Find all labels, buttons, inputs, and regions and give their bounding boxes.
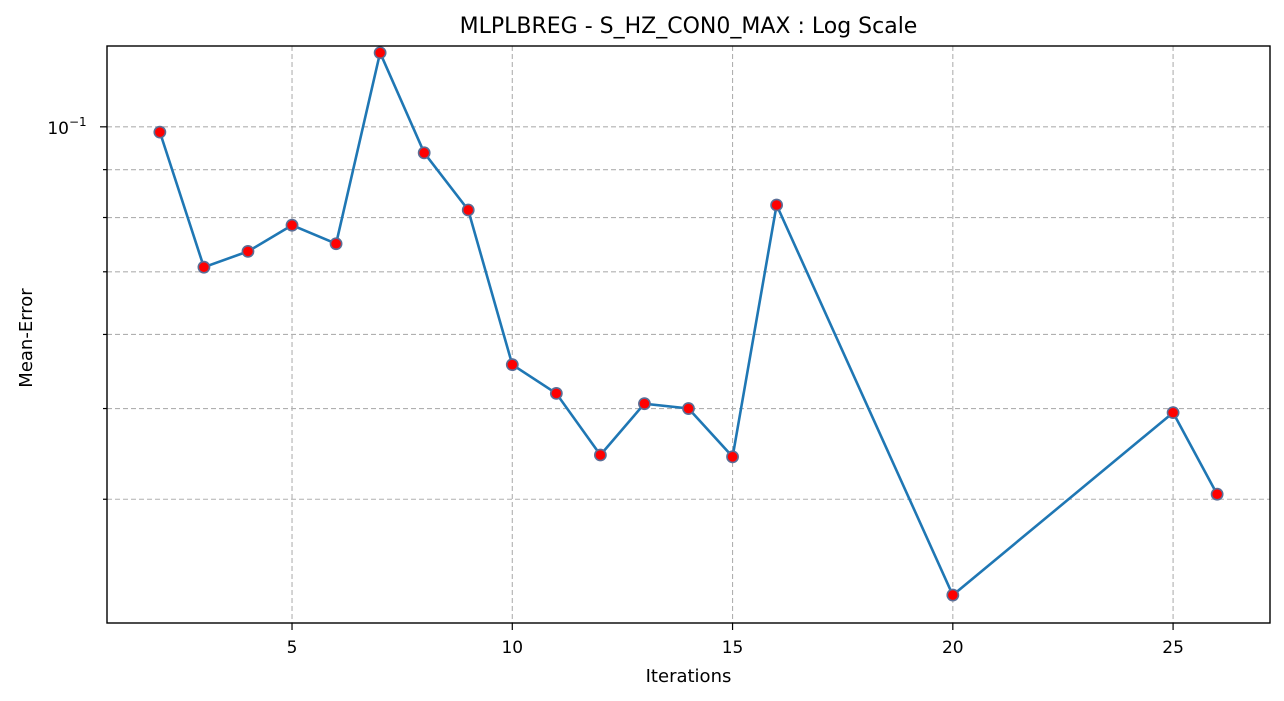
data-point: [770, 198, 784, 212]
plot-frame: [106, 45, 1271, 624]
data-point: [417, 146, 431, 160]
data-point: [153, 125, 167, 139]
data-point: [373, 46, 387, 60]
x-tick-label: 15: [722, 638, 744, 658]
grid-layer: [107, 46, 1270, 623]
x-tick-label: 5: [287, 638, 298, 658]
data-point: [1210, 487, 1224, 501]
tick-layer: 5 10 15 20 25 10−1: [47, 115, 1184, 658]
data-point: [682, 402, 695, 415]
data-point: [197, 260, 211, 274]
y-axis-label: Mean-Error: [16, 288, 37, 388]
data-point: [1166, 406, 1180, 420]
data-point: [461, 203, 475, 217]
series-layer: [153, 46, 1224, 602]
series-line: [158, 48, 1219, 598]
y-tick-label: 10−1: [47, 115, 86, 139]
data-point: [726, 450, 739, 464]
x-tick-label: 20: [942, 638, 964, 658]
data-point: [593, 448, 607, 462]
x-axis-label: Iterations: [646, 666, 732, 687]
data-point: [241, 245, 255, 258]
data-point: [285, 218, 299, 232]
x-tick-label: 25: [1162, 638, 1184, 658]
data-point: [946, 588, 960, 602]
data-point: [329, 237, 343, 251]
y-tick-label-exponent: −1: [69, 115, 87, 129]
data-point: [638, 397, 651, 411]
data-point: [549, 386, 563, 400]
chart-title: MLPLBREG - S_HZ_CON0_MAX : Log Scale: [460, 14, 918, 39]
x-tick-label: 10: [501, 638, 523, 658]
data-point: [505, 358, 519, 372]
